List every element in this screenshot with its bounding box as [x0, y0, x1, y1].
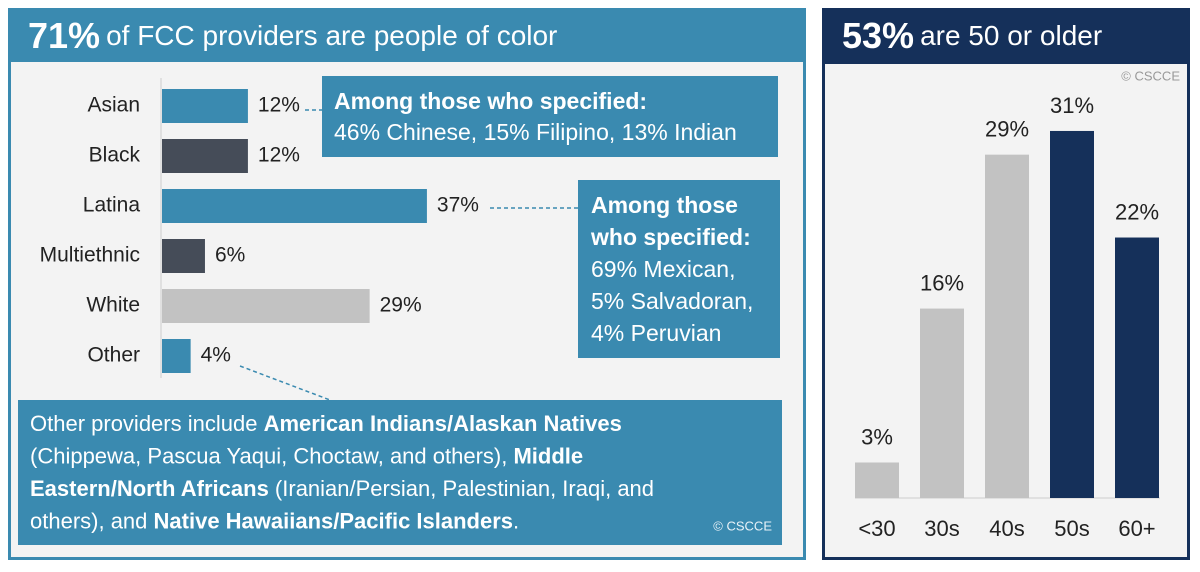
- value-label: 12%: [258, 94, 300, 117]
- left-title: 71% of FCC providers are people of color: [28, 15, 557, 56]
- left-header: [8, 8, 806, 62]
- credit: © CSCCE: [1121, 68, 1180, 83]
- value-label: 29%: [380, 294, 422, 317]
- callout-box: [18, 400, 782, 545]
- value-label: 3%: [861, 424, 893, 449]
- text-segment: others), and: [30, 508, 154, 533]
- value-label: 12%: [258, 144, 300, 167]
- callout-heading: Among those: [591, 192, 738, 218]
- callout-heading: who specified:: [590, 224, 751, 250]
- category-label: <30: [858, 516, 895, 541]
- category-label: 60+: [1118, 516, 1155, 541]
- category-label: Black: [89, 144, 141, 167]
- bar: [1050, 130, 1094, 498]
- category-label: Other: [87, 344, 140, 367]
- text-segment: Eastern/North Africans: [30, 476, 269, 501]
- value-label: 37%: [437, 194, 479, 217]
- callout-box: [578, 180, 780, 358]
- text-segment: (Chippewa, Pascua Yaqui, Choctaw, and ot…: [30, 443, 513, 468]
- callout-text: Other providers include American Indians…: [30, 411, 622, 436]
- title-text: are 50 or older: [920, 20, 1102, 51]
- value-label: 4%: [201, 344, 231, 367]
- text-segment: Middle: [513, 443, 583, 468]
- bar: [1115, 237, 1159, 498]
- category-label: Multiethnic: [40, 244, 140, 267]
- text-segment: (Iranian/Persian, Palestinian, Iraqi, an…: [269, 476, 654, 501]
- text-segment: .: [513, 508, 519, 533]
- value-label: 31%: [1050, 93, 1094, 118]
- bar: [162, 239, 205, 273]
- bar: [162, 289, 370, 323]
- bar: [855, 462, 899, 498]
- category-label: 30s: [924, 516, 959, 541]
- category-label: Latina: [83, 194, 141, 217]
- callout-text: Eastern/North Africans (Iranian/Persian,…: [30, 476, 654, 501]
- value-label: 16%: [920, 270, 964, 295]
- bar: [162, 339, 191, 373]
- callout-text: (Chippewa, Pascua Yaqui, Choctaw, and ot…: [30, 443, 583, 468]
- title-highlight: 53%: [842, 15, 914, 56]
- credit: © CSCCE: [713, 518, 772, 533]
- callout-text: others), and Native Hawaiians/Pacific Is…: [30, 508, 519, 533]
- value-label: 6%: [215, 244, 245, 267]
- bar: [162, 189, 427, 223]
- callout-box: [322, 76, 778, 157]
- category-label: White: [86, 294, 140, 317]
- title-highlight: 71%: [28, 15, 100, 56]
- category-label: 50s: [1054, 516, 1089, 541]
- text-segment: Native Hawaiians/Pacific Islanders: [154, 508, 514, 533]
- bar: [162, 139, 248, 173]
- connector: [239, 365, 331, 401]
- right-header: [822, 8, 1190, 64]
- text-segment: Other providers include: [30, 411, 264, 436]
- category-label: 40s: [989, 516, 1024, 541]
- text-segment: American Indians/Alaskan Natives: [264, 411, 622, 436]
- bar: [920, 308, 964, 498]
- bar: [985, 154, 1029, 498]
- callout-text: 69% Mexican,: [591, 256, 735, 282]
- title-text: of FCC providers are people of color: [106, 20, 557, 51]
- callout-heading: Among those who specified:: [334, 88, 647, 114]
- value-label: 29%: [985, 116, 1029, 141]
- bar: [162, 89, 248, 123]
- callout-text: 5% Salvadoran,: [591, 288, 753, 314]
- right-title: 53% are 50 or older: [842, 15, 1102, 56]
- value-label: 22%: [1115, 199, 1159, 224]
- category-label: Asian: [87, 94, 140, 117]
- callout-text: 46% Chinese, 15% Filipino, 13% Indian: [334, 119, 737, 145]
- callout-text: 4% Peruvian: [591, 320, 721, 346]
